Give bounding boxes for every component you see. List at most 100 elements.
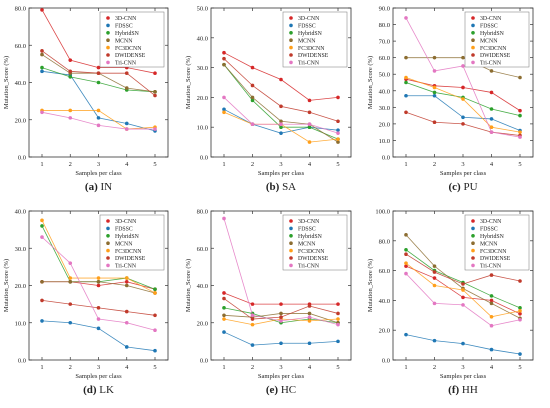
chart-panel-pu: 0.0 10.0 20.0 30.0 40.0 50.0 60.0 70.0 80.0 90.0 1… [367, 6, 534, 193]
x-tick-label: 1 [222, 364, 225, 371]
data-point-dwidense [40, 298, 44, 303]
y-tick-label: 80.0 [379, 238, 390, 245]
x-tick-label: 2 [251, 364, 254, 371]
data-point-tri-cnn [96, 317, 101, 321]
data-point-tri-cnn [404, 271, 408, 276]
data-point-3d-cnn [40, 8, 44, 12]
panel-caption: (d) LK [83, 384, 114, 396]
data-point-mcnn [432, 55, 437, 60]
data-point-dwidense [250, 317, 255, 321]
data-point-fdssc [279, 341, 283, 346]
data-point-mcnn [432, 264, 437, 268]
data-point-fdssc [489, 117, 494, 121]
data-point-mcnn [40, 52, 44, 57]
legend-label: DWIDENSE [480, 53, 511, 59]
data-point-tri-cnn [68, 261, 73, 265]
y-tick-label: 0.0 [382, 155, 390, 162]
data-point-dwidense [489, 273, 494, 277]
series-line-fdssc [41, 70, 156, 132]
data-point-fdssc [279, 131, 283, 135]
data-point-tri-cnn [68, 116, 73, 120]
y-tick-label: 70.0 [379, 39, 390, 46]
data-point-tri-cnn [432, 301, 437, 306]
data-point-fdssc [96, 326, 101, 331]
legend-marker-tri-cnn [106, 60, 110, 65]
data-point-tri-cnn [250, 313, 255, 318]
data-point-fdssc [124, 345, 129, 349]
y-tick-label: 20.0 [197, 95, 208, 102]
legend-label: FC3DCNN [115, 46, 142, 52]
legend-label: 3D-CNN [298, 219, 320, 225]
data-point-mcnn [461, 55, 465, 60]
data-point-mcnn [153, 90, 157, 94]
x-tick-label: 3 [279, 364, 282, 371]
data-point-tri-cnn [489, 130, 494, 134]
caption-letter: (a) [85, 181, 98, 193]
data-point-fdssc [222, 330, 226, 334]
legend-marker-3d-cnn [106, 219, 110, 223]
legend-marker-mcnn [289, 241, 293, 245]
y-tick-label: 0.0 [18, 358, 26, 365]
legend-marker-mcnn [106, 241, 110, 245]
x-axis-label: Samples per class [75, 373, 122, 380]
data-point-tri-cnn [279, 319, 283, 323]
legend-marker-mcnn [289, 38, 293, 42]
legend-marker-fc3dcnn [106, 45, 110, 50]
data-point-fdssc [432, 338, 437, 343]
legend-marker-hybridsn [106, 234, 110, 238]
legend-marker-fdssc [289, 226, 293, 231]
y-tick-label: 40.0 [379, 298, 390, 305]
data-point-dwidense [432, 270, 437, 274]
y-tick-label: 40.0 [15, 209, 26, 216]
x-tick-label: 4 [490, 161, 494, 168]
y-tick-label: 40.0 [379, 88, 390, 95]
series-line-mcnn [223, 64, 339, 143]
data-point-hybridsn [96, 80, 101, 85]
legend-marker-mcnn [471, 38, 475, 42]
legend-marker-tri-cnn [471, 263, 475, 268]
caption-letter: (c) [448, 181, 461, 193]
data-point-dwidense [68, 302, 73, 306]
y-tick-label: 60.0 [15, 43, 26, 50]
x-tick-label: 5 [336, 161, 339, 168]
data-point-3d-cnn [279, 302, 283, 306]
data-point-mcnn [279, 311, 283, 316]
data-point-hybridsn [432, 90, 437, 95]
data-point-fc3dcnn [404, 75, 408, 80]
legend-marker-3d-cnn [289, 219, 293, 223]
legend-marker-dwidense [106, 53, 110, 57]
data-point-tri-cnn [40, 110, 44, 115]
y-tick-label: 80.0 [15, 6, 26, 13]
data-point-hybridsn [307, 125, 312, 129]
y-tick-label: 20.0 [379, 328, 390, 335]
x-tick-label: 5 [518, 364, 521, 371]
data-point-dwidense [432, 120, 437, 125]
caption-dataset: IN [100, 181, 112, 193]
legend-marker-fc3dcnn [471, 45, 475, 50]
legend-label: 3D-CNN [115, 219, 137, 225]
data-point-fc3dcnn [432, 85, 437, 90]
legend-box [464, 11, 530, 68]
data-point-3d-cnn [250, 65, 255, 70]
data-point-fc3dcnn [40, 218, 44, 223]
data-point-dwidense [404, 110, 408, 115]
y-tick-label: 0.0 [200, 155, 208, 162]
data-point-tri-cnn [461, 64, 465, 68]
legend-marker-hybridsn [471, 31, 475, 35]
legend-marker-mcnn [106, 38, 110, 42]
data-point-fdssc [404, 332, 408, 337]
legend-label: MCNN [115, 38, 133, 44]
data-point-fdssc [336, 128, 340, 132]
panel-caption: (c) PU [448, 181, 477, 193]
data-point-3d-cnn [279, 77, 283, 82]
data-point-tri-cnn [518, 135, 522, 139]
data-point-hybridsn [489, 294, 494, 298]
y-tick-label: 20.0 [197, 320, 208, 327]
data-point-fc3dcnn [307, 319, 312, 323]
y-tick-label: 0.0 [18, 155, 26, 162]
data-point-hybridsn [489, 107, 494, 111]
y-axis-label: Mutation_Score (%) [3, 259, 10, 312]
data-point-tri-cnn [307, 122, 312, 127]
x-tick-label: 3 [97, 161, 100, 168]
